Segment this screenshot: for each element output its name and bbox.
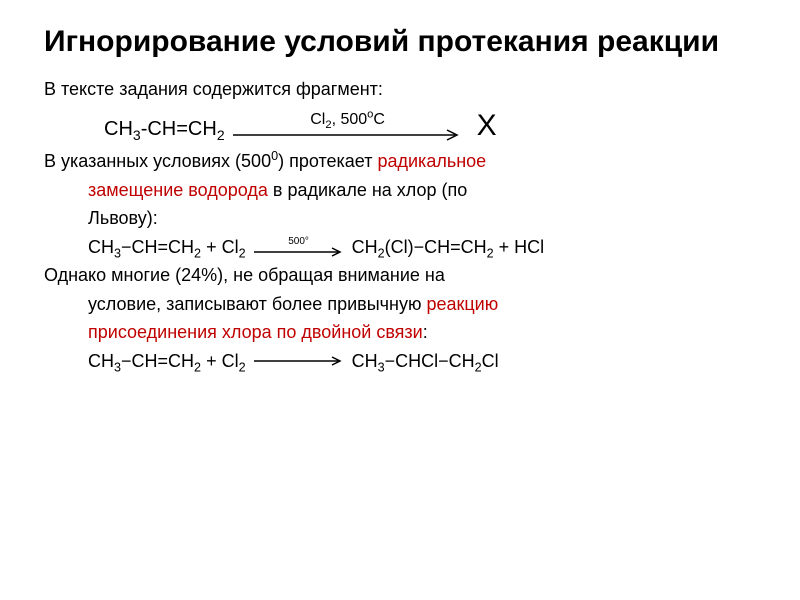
explanation-1b: замещение водорода в радикале на хлор (п… xyxy=(44,179,764,202)
text: В указанных условиях (500 xyxy=(44,151,271,171)
equation-1: CH3−CH=CH2 + Cl2 500° CH2(Cl)−CH=CH2 + H… xyxy=(44,236,764,259)
fragment-lhs: CH3-CH=CH2 xyxy=(104,117,225,142)
highlight: присоединения хлора по двойной связи xyxy=(88,322,423,342)
fragment-reaction: CH3-CH=CH2 Cl2, 500oC X xyxy=(44,107,764,143)
highlight: радикальное xyxy=(377,151,486,171)
eq1-rhs: CH2(Cl)−CH=CH2 + HCl xyxy=(352,236,545,259)
text: : xyxy=(423,322,428,342)
text: ) протекает xyxy=(278,151,377,171)
explanation-2c: присоединения хлора по двойной связи: xyxy=(44,321,764,344)
text: в радикале на хлор (по xyxy=(268,180,467,200)
explanation-2a: Однако многие (24%), не обращая внимание… xyxy=(44,264,764,287)
arrow-icon xyxy=(254,246,344,258)
text: условие, записывают более привычную xyxy=(88,294,426,314)
eq2-arrow xyxy=(254,355,344,367)
arrow-icon xyxy=(233,128,463,142)
explanation-2b: условие, записывают более привычную реак… xyxy=(44,293,764,316)
explanation-1c: Львову): xyxy=(44,207,764,230)
arrow-icon xyxy=(254,355,344,367)
highlight: замещение водорода xyxy=(88,180,268,200)
eq2-rhs: CH3−CHCl−CH2Cl xyxy=(352,350,499,373)
highlight: реакцию xyxy=(426,294,498,314)
intro-line: В тексте задания содержится фрагмент: xyxy=(44,78,764,101)
equation-2: CH3−CH=CH2 + Cl2 CH3−CHCl−CH2Cl xyxy=(44,350,764,373)
slide-body: В тексте задания содержится фрагмент: CH… xyxy=(44,78,764,372)
fragment-product-x: X xyxy=(477,107,497,145)
slide: Игнорирование условий протекания реакции… xyxy=(0,0,800,600)
fragment-conditions: Cl2, 500oC xyxy=(310,110,385,130)
explanation-1: В указанных условиях (5000) протекает ра… xyxy=(44,150,764,173)
fragment-arrow-block: Cl2, 500oC xyxy=(233,110,463,142)
eq2-lhs: CH3−CH=CH2 + Cl2 xyxy=(88,350,246,373)
slide-title: Игнорирование условий протекания реакции xyxy=(44,24,764,60)
eq1-arrow: 500° xyxy=(254,236,344,259)
eq1-lhs: CH3−CH=CH2 + Cl2 xyxy=(88,236,246,259)
